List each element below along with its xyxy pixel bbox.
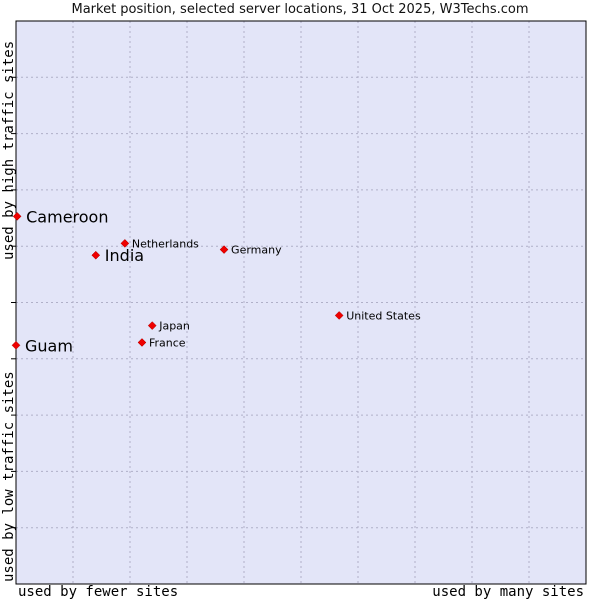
plot-frame bbox=[15, 20, 587, 585]
point-marker-cameroon bbox=[12, 212, 22, 221]
point-marker-japan bbox=[147, 321, 157, 330]
y-axis-label-low: used by low traffic sites bbox=[1, 371, 17, 582]
point-marker-germany bbox=[219, 245, 229, 254]
point-marker-france bbox=[137, 338, 147, 347]
point-marker-netherlands bbox=[120, 239, 130, 248]
point-label-united-states: United States bbox=[346, 309, 421, 322]
point-marker-united-states bbox=[334, 311, 344, 320]
point-label-cameroon: Cameroon bbox=[26, 207, 108, 226]
point-label-netherlands: Netherlands bbox=[132, 237, 199, 250]
x-axis-label-high: used by many sites bbox=[432, 584, 584, 600]
point-label-india: India bbox=[105, 246, 144, 265]
chart-title: Market position, selected server locatio… bbox=[71, 2, 529, 17]
point-label-guam: Guam bbox=[25, 336, 73, 355]
point-marker-india bbox=[91, 250, 101, 260]
point-marker-guam bbox=[11, 340, 21, 350]
point-label-france: France bbox=[149, 336, 186, 349]
x-axis-label-low: used by fewer sites bbox=[18, 584, 179, 600]
point-label-japan: Japan bbox=[158, 320, 190, 333]
point-label-germany: Germany bbox=[231, 244, 282, 257]
y-axis-label-high: used by high traffic sites bbox=[1, 40, 17, 260]
